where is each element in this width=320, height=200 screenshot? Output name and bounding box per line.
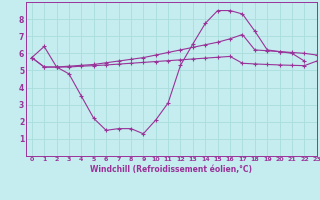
X-axis label: Windchill (Refroidissement éolien,°C): Windchill (Refroidissement éolien,°C) [90, 165, 252, 174]
